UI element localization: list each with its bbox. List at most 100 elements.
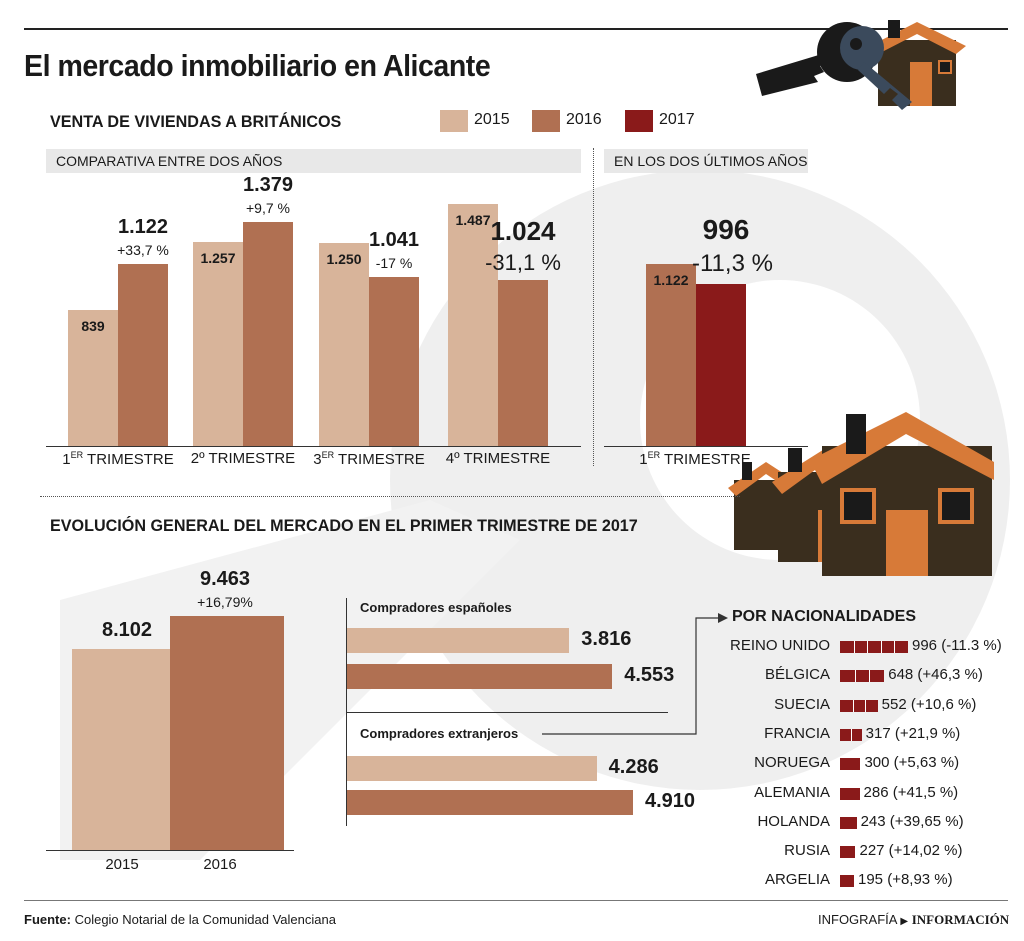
tick-label-q4: 4º TRIMESTRE <box>445 450 551 467</box>
footer-brand-arrow-icon: ▶ <box>900 916 909 927</box>
bar-2015-q2 <box>193 241 243 446</box>
tick-label-q2: 2º TRIMESTRE <box>190 450 296 467</box>
nationality-bar-reino-unido <box>840 641 908 653</box>
bar-change-2016-q4: -31,1 % <box>485 249 561 275</box>
bar-value-2016-q2: 1.379 <box>242 173 294 196</box>
subhead-last-two-years: EN LOS DOS ÚLTIMOS AÑOS <box>604 149 808 173</box>
nationality-value-francia: 317 (+21,9 %) <box>865 724 961 742</box>
tick-label-q1: 1ER TRIMESTRE <box>62 450 174 468</box>
bar-value-2017-q1: 996 <box>702 214 750 246</box>
nationality-value-alemania: 286 (+41,5 %) <box>863 783 959 801</box>
footer-brand: INFOGRAFÍA ▶ INFORMACIÓN <box>818 912 1009 928</box>
tick-label-total-2015: 2015 <box>105 856 139 873</box>
legend-label-2016: 2016 <box>566 111 602 128</box>
nationality-value-noruega: 300 (+5,63 %) <box>864 754 960 772</box>
bar-total-2016 <box>170 615 284 850</box>
footer-source: Fuente: Colegio Notarial de la Comunidad… <box>24 912 336 927</box>
nationality-bar-suecia <box>840 699 878 712</box>
bar-change-2016-q1: +33,7 % <box>117 241 169 258</box>
bar-2016-q1 <box>118 263 168 446</box>
bar-2015-q3 <box>319 242 369 446</box>
bar-value-2016-q3: 1.041 <box>368 228 420 251</box>
nationality-bar-tick <box>880 641 882 653</box>
legend-swatch-2016 <box>532 110 560 132</box>
nationality-bar-rusia <box>840 846 856 859</box>
nationality-bar-bélgica <box>840 670 885 683</box>
key-house-icon <box>756 20 966 110</box>
tick-label-q3: 3ER TRIMESTRE <box>313 450 425 468</box>
top-rule <box>24 28 1008 30</box>
bar-label-2015-q3: 1.250 <box>326 250 362 267</box>
bar-value-total-2016: 9.463 <box>199 567 251 590</box>
bar-2015-q1 <box>68 309 118 446</box>
connector-arrow-icon <box>542 613 728 735</box>
bar-change-total-2016: +16,79% <box>197 593 253 610</box>
nationality-value-reino-unido: 996 (-11.3 %) <box>912 637 1002 654</box>
page-title: El mercado inmobiliario en Alicante <box>24 48 491 83</box>
nationality-name-argelia: ARGELIA <box>764 871 830 889</box>
hbar-spanish-2015 <box>347 628 570 653</box>
section-divider-vertical <box>593 148 594 466</box>
bar-label-2015-q2: 1.257 <box>200 249 236 266</box>
tick-label-first-quarter: 1ER TRIMESTRE <box>639 450 751 468</box>
hbar-spanish-2016 <box>347 664 613 689</box>
section-divider-horizontal <box>40 496 740 497</box>
nationality-bar-argelia <box>840 875 854 888</box>
nationality-name-francia: FRANCIA <box>764 724 830 742</box>
subhead-two-year-comparison: COMPARATIVA ENTRE DOS AÑOS <box>46 149 581 173</box>
legend-label-2017: 2017 <box>659 111 695 128</box>
bar-value-total-2015: 8.102 <box>101 619 153 642</box>
nationality-name-alemania: ALEMANIA <box>754 783 830 801</box>
nationality-bar-holanda <box>840 816 857 829</box>
nationality-name-suecia: SUECIA <box>774 695 830 713</box>
tick-label-total-2016: 2016 <box>203 856 237 873</box>
bar-2016-q3 <box>369 276 419 446</box>
bar-change-2016-q2: +9,7 % <box>246 199 290 216</box>
nationality-name-reino-unido: REINO UNIDO <box>730 637 831 654</box>
nationality-bar-tick <box>853 641 855 653</box>
section-title-british-sales: VENTA DE VIVIENDAS A BRITÁNICOS <box>50 112 342 131</box>
footer-brand-informacion: INFORMACIÓN <box>911 912 1010 927</box>
nationality-bar-alemania <box>840 787 860 800</box>
nationality-value-holanda: 243 (+39,65 %) <box>860 812 964 830</box>
bar-value-2016-q4: 1.024 <box>490 215 556 246</box>
hbar-value-foreign-2016: 4.910 <box>645 790 696 812</box>
bar-value-2016-q1: 1.122 <box>117 215 169 238</box>
hbar-foreign-2016 <box>347 790 633 815</box>
bar-label-2016-q1: 1.122 <box>653 271 689 288</box>
buyers-spanish-title: Compradores españoles <box>360 600 512 615</box>
bar-change-2016-q3: -17 % <box>375 254 413 271</box>
nationality-bar-tick <box>854 670 856 683</box>
nationality-bar-tick <box>894 641 896 653</box>
footer-rule <box>24 900 1008 901</box>
houses-icon <box>728 412 994 576</box>
bar-2015-q4 <box>448 204 498 446</box>
footer-source-text: Colegio Notarial de la Comunidad Valenci… <box>74 912 336 927</box>
nationality-bar-tick <box>869 670 871 683</box>
legend-swatch-2015 <box>440 110 468 132</box>
nationality-bar-tick <box>865 699 867 712</box>
buyers-separator <box>346 712 668 713</box>
nationality-name-bélgica: BÉLGICA <box>764 666 830 684</box>
chart3-axis <box>46 850 294 851</box>
hbar-value-foreign-2015: 4.286 <box>608 756 659 778</box>
bar-label-2015-q4: 1.487 <box>455 212 491 229</box>
bar-2017-q1 <box>696 284 746 446</box>
bar-change-2017-q1: -11,3 % <box>692 250 773 278</box>
hbar-value-spanish-2015: 3.816 <box>581 628 632 650</box>
nationality-bar-tick <box>850 728 852 741</box>
nationality-name-rusia: RUSIA <box>784 842 830 860</box>
bar-label-2015-q1: 839 <box>81 317 105 334</box>
chart1-axis <box>46 446 581 447</box>
bar-2016-q1 <box>646 263 696 446</box>
nationality-bar-francia <box>840 728 862 741</box>
hbar-value-spanish-2016: 4.553 <box>624 664 675 686</box>
nationality-value-rusia: 227 (+14,02 %) <box>859 842 963 860</box>
nationality-name-noruega: NORUEGA <box>754 754 830 772</box>
nationality-value-argelia: 195 (+8,93 %) <box>858 871 953 889</box>
footer-source-label: Fuente: <box>24 912 71 927</box>
bar-total-2015 <box>72 649 170 850</box>
legend-label-2015: 2015 <box>474 111 510 128</box>
section-title-market-evolution: EVOLUCIÓN GENERAL DEL MERCADO EN EL PRIM… <box>50 516 638 535</box>
bar-2016-q2 <box>243 221 293 446</box>
